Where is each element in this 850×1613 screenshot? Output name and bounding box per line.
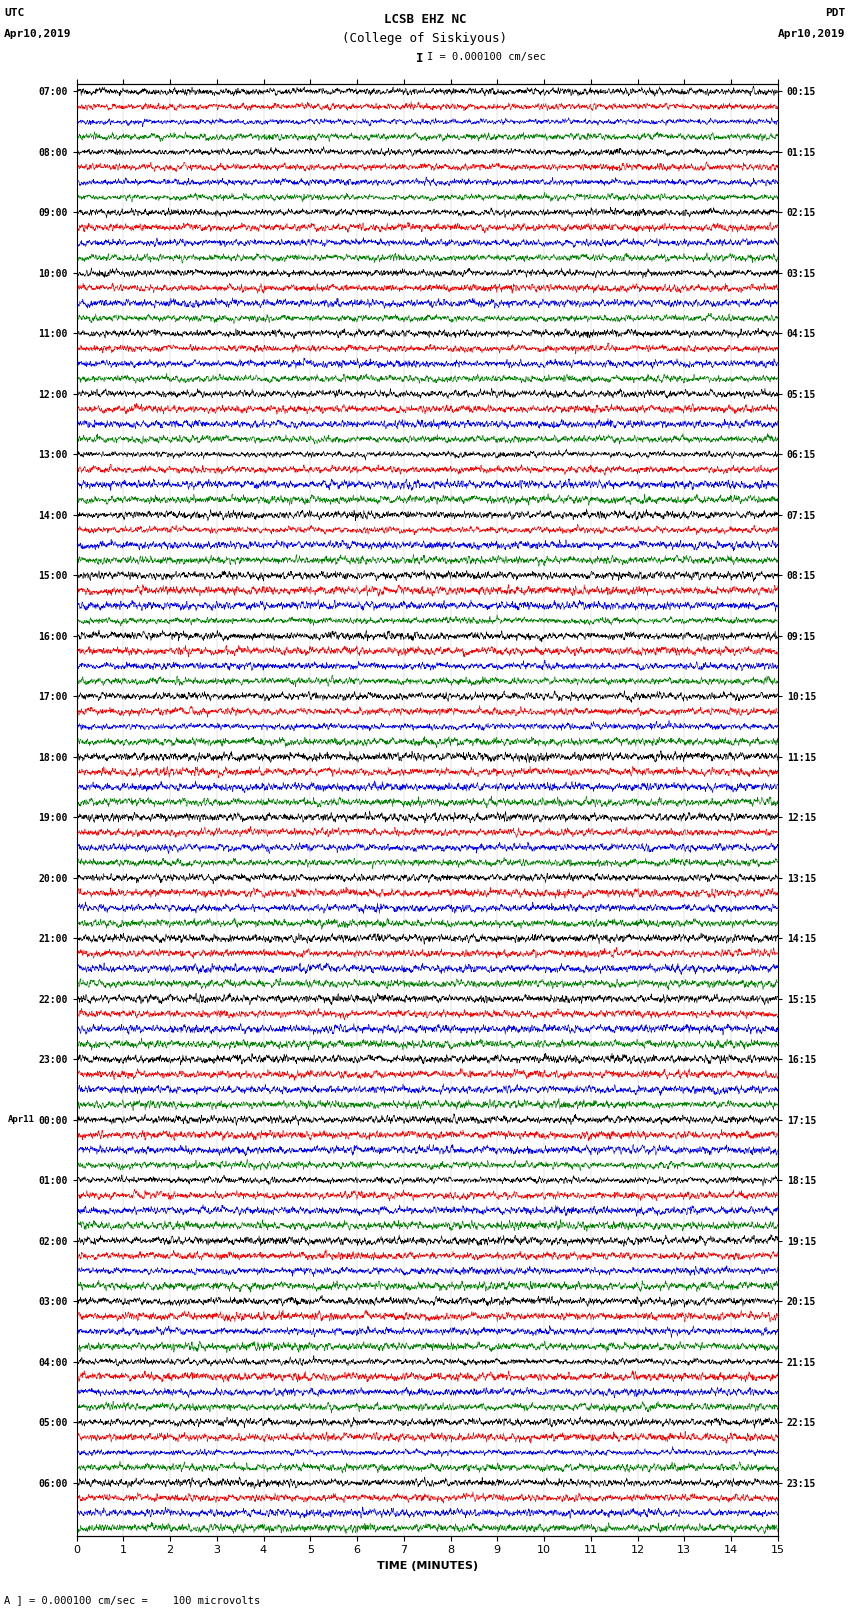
Text: Apr10,2019: Apr10,2019 [4, 29, 71, 39]
Text: PDT: PDT [825, 8, 846, 18]
Text: I: I [416, 52, 423, 65]
Text: Apr11: Apr11 [8, 1115, 34, 1124]
Text: I = 0.000100 cm/sec: I = 0.000100 cm/sec [427, 52, 546, 61]
Text: (College of Siskiyous): (College of Siskiyous) [343, 32, 507, 45]
Text: UTC: UTC [4, 8, 25, 18]
Text: LCSB EHZ NC: LCSB EHZ NC [383, 13, 467, 26]
Text: A ] = 0.000100 cm/sec =    100 microvolts: A ] = 0.000100 cm/sec = 100 microvolts [4, 1595, 260, 1605]
X-axis label: TIME (MINUTES): TIME (MINUTES) [377, 1561, 478, 1571]
Text: Apr10,2019: Apr10,2019 [779, 29, 846, 39]
